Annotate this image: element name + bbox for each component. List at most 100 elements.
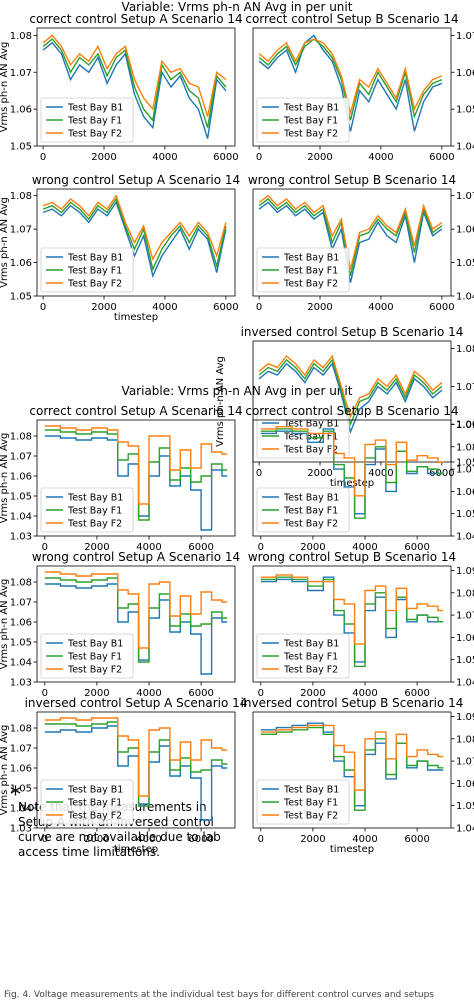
x-tick-label: 2000 [307,152,332,163]
legend-label: Test Bay F2 [67,811,122,822]
plot-frame [252,27,452,147]
x-tick-label: 4000 [352,542,377,553]
legend: Test Bay B1 Test Bay F1 Test Bay F2 [40,247,134,293]
plot-frame [252,711,452,829]
y-tick-label: 1.07 [456,31,474,42]
series-line-test-bay-f1 [258,358,443,427]
chart-title: correct control Setup A Scenario 14 [29,12,242,26]
x-tick-label: 2000 [91,302,116,313]
legend: Test Bay B1 Test Bay F1 Test Bay F2 [256,97,350,143]
series-line-test-bay-f2 [42,34,227,117]
x-tick-label: 6000 [213,302,238,313]
y-tick-label: 1.05 [456,105,474,116]
plot-frame [36,565,236,683]
chart-title: inversed control Setup A Scenario 14 [25,696,248,710]
series-line-test-bay-f2 [260,574,444,645]
legend-label: Test Bay F2 [283,811,338,822]
series-line-test-bay-f2 [44,571,228,649]
y-tick-label: 1.06 [456,633,474,644]
legend-label: Test Bay F2 [283,445,338,456]
y-tick-label: 1.09 [456,420,474,431]
y-tick-label: 1.03 [10,824,32,835]
chart-panel-9: wrong control Setup B Scenario 14 0 2000 40… [248,550,474,699]
chart-panel-10: inversed control Setup A Scenario 14 0 200… [0,696,247,855]
plot-frame [36,419,236,537]
y-axis-label: Vrms ph-n AN Avg [215,356,226,447]
legend: Test Bay B1 Test Bay F1 Test Bay F2 [256,779,350,825]
legend-label: Test Bay F2 [67,665,122,676]
legend-label: Test Bay F1 [283,116,338,127]
x-tick-label: 4000 [368,302,393,313]
y-tick-label: 1.06 [456,68,474,79]
chart-title: wrong control Setup A Scenario 14 [32,550,240,564]
x-tick-label: 2000 [300,542,325,553]
series-line-test-bay-f2 [44,717,228,797]
y-tick-label: 1.07 [10,744,32,755]
y-tick-label: 1.07 [10,598,32,609]
legend-label: Test Bay F1 [283,432,338,443]
y-axis-label: Vrms ph-n AN Avg [0,197,10,288]
x-tick-label: 4000 [152,302,177,313]
y-tick-label: 1.06 [10,472,32,483]
y-tick-label: 1.08 [10,191,32,202]
x-tick-label: 6000 [429,302,454,313]
x-tick-label: 2000 [300,688,325,699]
y-tick-label: 1.06 [456,420,474,431]
y-tick-label: 1.04 [456,142,474,153]
y-tick-label: 1.08 [10,432,32,443]
x-tick-label: 6000 [188,688,213,699]
x-tick-label: 4000 [352,834,377,845]
legend-box [40,247,134,293]
legend-label: Test Bay B1 [67,785,123,796]
y-tick-label: 1.04 [10,658,32,669]
legend: Test Bay B1 Test Bay F1 Test Bay F2 [40,779,134,825]
x-tick-label: 2000 [91,152,116,163]
chart-panel-8: wrong control Setup A Scenario 14 0 2000 40… [0,550,240,699]
chart-panel-3: wrong control Setup A Scenario 14 0 2000 40… [0,173,240,323]
y-tick-label: 1.07 [456,465,474,476]
y-axis-label: Vrms ph-n AN Avg [0,725,10,816]
x-axis-label: timestep [114,312,158,323]
x-tick-label: 4000 [368,468,393,479]
y-tick-label: 1.06 [10,258,32,269]
x-tick-label: 0 [42,834,48,845]
x-tick-label: 0 [40,302,46,313]
series-line-test-bay-f1 [42,197,227,272]
figure-title-bottom: Variable: Vrms ph-n AN Avg in per unit [121,384,353,398]
legend-label: Test Bay F1 [67,266,122,277]
x-tick-label: 6000 [429,152,454,163]
y-tick-label: 1.07 [456,191,474,202]
x-tick-label: 0 [256,152,262,163]
series-line-test-bay-f1 [258,198,443,277]
legend-label: Test Bay F1 [283,652,338,663]
series-line-test-bay-b1 [42,200,227,279]
series-line-test-bay-f2 [258,194,443,270]
y-tick-label: 1.08 [456,734,474,745]
legend-box [256,97,350,143]
x-tick-label: 4000 [136,542,161,553]
x-tick-label: 4000 [136,834,161,845]
y-tick-label: 1.05 [10,142,32,153]
note-asterisk: * [10,783,21,808]
legend-box [256,779,350,825]
plot-frame [252,419,452,537]
y-tick-label: 1.04 [10,512,32,523]
x-tick-label: 6000 [404,542,429,553]
legend-box [40,97,134,143]
y-tick-label: 1.06 [456,487,474,498]
chart-panel-11: inversed control Setup B Scenario 14 0 200… [241,696,474,855]
plot-frame [36,711,236,829]
y-tick-label: 1.07 [10,452,32,463]
legend-label: Test Bay F2 [67,519,122,530]
chart-panel-6: correct control Setup A Scenario 14 0 2000… [0,404,243,553]
plot-frame [252,340,452,463]
y-tick-label: 1.08 [10,724,32,735]
y-tick-label: 1.08 [456,344,474,355]
legend: Test Bay B1 Test Bay F1 Test Bay F2 [40,633,134,679]
x-tick-label: 4000 [152,152,177,163]
legend-box [40,633,134,679]
x-tick-label: 4000 [352,688,377,699]
x-tick-label: 0 [42,688,48,699]
x-tick-label: 6000 [188,542,213,553]
plot-frame [36,188,236,297]
